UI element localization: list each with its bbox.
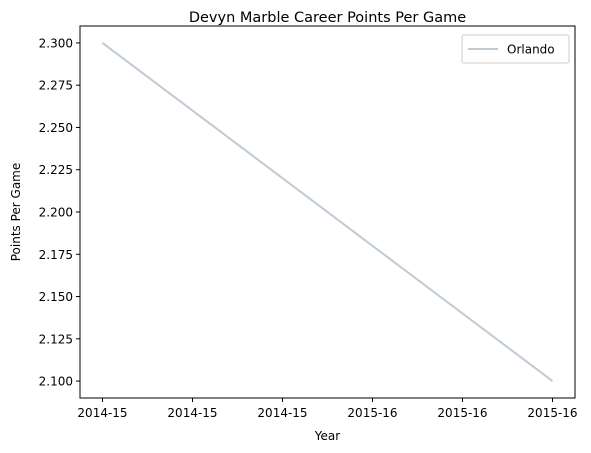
x-tick-label: 2014-15 (77, 406, 127, 420)
x-axis-ticks: 2014-15 2014-15 2014-15 2015-16 2015-16 2015-… (77, 398, 578, 420)
x-tick-label: 2014-15 (167, 406, 217, 420)
legend: Orlando (461, 34, 570, 64)
y-tick-label: 2.175 (39, 248, 73, 262)
y-tick-label: 2.250 (39, 121, 73, 135)
y-axis-ticks: 2.100 2.125 2.150 2.175 2.200 2.225 2.250 2.275… (39, 36, 80, 389)
x-tick-label: 2015-16 (347, 406, 397, 420)
chart-title: Devyn Marble Career Points Per Game (189, 10, 466, 26)
x-tick-label: 2014-15 (257, 406, 307, 420)
legend-box (461, 34, 570, 64)
x-tick-label: 2015-16 (437, 406, 487, 420)
y-tick-label: 2.275 (39, 79, 73, 93)
y-tick-label: 2.100 (39, 375, 73, 389)
series-layer (101, 42, 554, 382)
y-tick-label: 2.300 (39, 36, 73, 50)
y-tick-label: 2.125 (39, 332, 73, 346)
y-axis-label: Points Per Game (9, 163, 23, 262)
y-tick-label: 2.150 (39, 290, 73, 304)
x-axis-label: Year (314, 429, 340, 443)
x-tick-label: 2015-16 (527, 406, 577, 420)
y-tick-label: 2.225 (39, 163, 73, 177)
series-line-orlando (101, 42, 554, 382)
y-tick-label: 2.200 (39, 206, 73, 220)
legend-label-orlando: Orlando (507, 43, 555, 57)
